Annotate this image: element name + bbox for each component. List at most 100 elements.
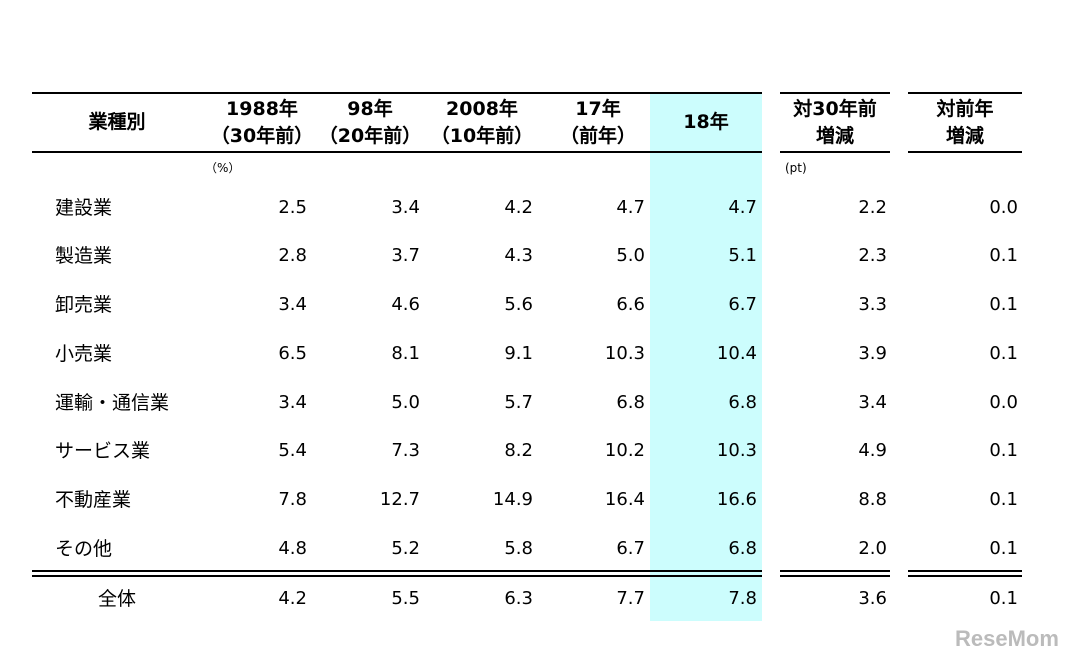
value-cell: 0.0 (989, 392, 1018, 413)
row-label: 運輸・通信業 (55, 392, 170, 414)
rule (908, 92, 1022, 94)
row-label: 全体 (97, 588, 136, 610)
header-cell: （30年前） (210, 125, 314, 147)
value-cell: 0.1 (989, 245, 1018, 266)
header-cell: 対30年前 (793, 98, 877, 120)
value-cell: 4.2 (278, 588, 307, 609)
value-cell: 3.4 (278, 392, 307, 413)
header-cell: 18年 (683, 111, 729, 133)
watermark: ReseMom (955, 626, 1059, 651)
value-cell: 3.4 (858, 392, 887, 413)
value-cell: 8.8 (858, 489, 887, 510)
value-cell: 4.3 (504, 245, 533, 266)
value-cell: 5.5 (391, 588, 420, 609)
rule (32, 151, 762, 153)
rule (908, 570, 1022, 572)
value-cell: 5.7 (504, 392, 533, 413)
value-cell: 5.0 (391, 392, 420, 413)
value-cell: 3.3 (858, 294, 887, 315)
value-cell: 4.7 (616, 197, 645, 218)
value-cell: 16.4 (604, 489, 645, 510)
row-label: 建設業 (55, 197, 113, 219)
value-cell: 5.8 (504, 538, 533, 559)
row-label: 卸売業 (55, 294, 113, 316)
header-cell: 増減 (945, 125, 984, 147)
value-cell: 0.1 (989, 489, 1018, 510)
value-cell: 4.2 (504, 197, 533, 218)
rule (780, 151, 890, 153)
value-cell: 9.1 (504, 343, 533, 364)
value-cell: 0.1 (989, 538, 1018, 559)
value-cell: 0.1 (989, 343, 1018, 364)
value-cell: 10.3 (716, 440, 757, 461)
value-cell: 6.8 (616, 392, 645, 413)
value-cell: 6.8 (728, 538, 757, 559)
header-cell: 増減 (815, 125, 854, 147)
value-cell: 4.8 (278, 538, 307, 559)
value-cell: 5.0 (616, 245, 645, 266)
row-label: 不動産業 (55, 489, 132, 511)
value-cell: 0.1 (989, 440, 1018, 461)
value-cell: 12.7 (379, 489, 420, 510)
value-cell: 4.9 (858, 440, 887, 461)
highlight-column (650, 93, 762, 621)
value-cell: 8.2 (504, 440, 533, 461)
value-cell: 4.6 (391, 294, 420, 315)
value-cell: 6.6 (616, 294, 645, 315)
rule (32, 570, 762, 572)
header-cell: （20年前） (318, 125, 422, 147)
value-cell: 5.1 (728, 245, 757, 266)
row-label: 製造業 (55, 245, 113, 267)
value-cell: 3.7 (391, 245, 420, 266)
row-label: その他 (55, 538, 113, 560)
value-cell: 7.7 (616, 588, 645, 609)
value-cell: 4.7 (728, 197, 757, 218)
value-cell: 6.5 (278, 343, 307, 364)
value-cell: 5.4 (278, 440, 307, 461)
value-cell: 16.6 (716, 489, 757, 510)
value-cell: 2.2 (858, 197, 887, 218)
value-cell: 0.0 (989, 197, 1018, 218)
row-label: 小売業 (55, 343, 113, 365)
rule (780, 570, 890, 572)
header-cell: （10年前） (430, 125, 534, 147)
unit-label: (pt) (785, 161, 807, 175)
header-cell: 17年 (575, 98, 621, 120)
value-cell: 2.8 (278, 245, 307, 266)
header-cell: （前年） (559, 125, 636, 147)
value-cell: 2.3 (858, 245, 887, 266)
value-cell: 7.8 (728, 588, 757, 609)
value-cell: 7.8 (278, 489, 307, 510)
rule (780, 575, 890, 577)
unit-label: （%） (205, 161, 241, 175)
value-cell: 3.4 (391, 197, 420, 218)
value-cell: 3.4 (278, 294, 307, 315)
value-cell: 0.1 (989, 294, 1018, 315)
rule (32, 575, 762, 577)
header-cell: 2008年 (446, 98, 518, 120)
row-label: サービス業 (55, 440, 151, 462)
header-cell: 1988年 (226, 98, 298, 120)
value-cell: 14.9 (492, 489, 533, 510)
value-cell: 0.1 (989, 588, 1018, 609)
value-cell: 2.0 (858, 538, 887, 559)
rule (908, 151, 1022, 153)
value-cell: 10.3 (604, 343, 645, 364)
header-cell: 対前年 (936, 98, 994, 120)
value-cell: 6.8 (728, 392, 757, 413)
value-cell: 6.7 (728, 294, 757, 315)
value-cell: 7.3 (391, 440, 420, 461)
value-cell: 6.3 (504, 588, 533, 609)
rule (908, 575, 1022, 577)
value-cell: 6.7 (616, 538, 645, 559)
value-cell: 3.9 (858, 343, 887, 364)
value-cell: 5.2 (391, 538, 420, 559)
header-cell: 98年 (347, 98, 393, 120)
value-cell: 10.2 (604, 440, 645, 461)
value-cell: 5.6 (504, 294, 533, 315)
rule (32, 92, 762, 94)
value-cell: 8.1 (391, 343, 420, 364)
value-cell: 2.5 (278, 197, 307, 218)
rule (780, 92, 890, 94)
